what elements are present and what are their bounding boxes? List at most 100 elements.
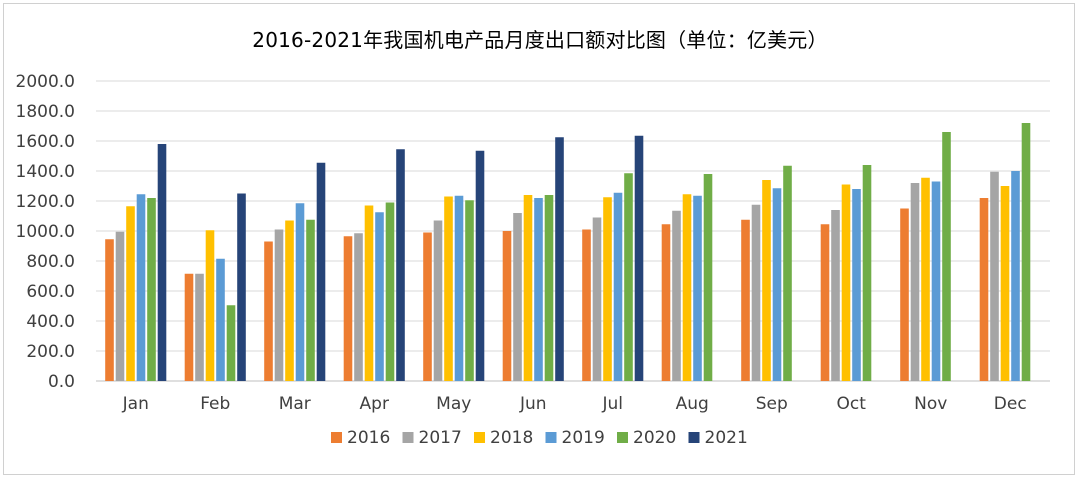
- x-axis-categories: Jan Feb Mar Apr May Jun Jul Aug Sep Oct Nov Dec: [122, 394, 1027, 414]
- y-tick-label: 0.0: [48, 372, 75, 392]
- bars: [105, 123, 1031, 381]
- x-category-label: Oct: [837, 394, 867, 414]
- x-category-label: Jan: [122, 394, 149, 414]
- bar-2020-Jun: [544, 195, 554, 381]
- legend-label-2021: 2021: [705, 428, 748, 448]
- y-tick-label: 400.0: [26, 312, 75, 332]
- bar-2016-Nov: [900, 208, 909, 381]
- bar-2017-Mar: [274, 229, 284, 381]
- bar-2018-Dec: [1000, 186, 1010, 381]
- x-category-label: Dec: [994, 394, 1027, 414]
- x-category-label: Mar: [279, 394, 311, 414]
- bar-2020-Sep: [783, 165, 792, 381]
- bar-2018-Oct: [841, 184, 851, 381]
- bar-2018-Sep: [762, 180, 771, 381]
- y-tick-label: 1000.0: [16, 222, 75, 242]
- legend-label-2020: 2020: [633, 428, 676, 448]
- legend-swatch-2019: [545, 432, 557, 443]
- bar-2016-Jun: [502, 231, 512, 381]
- bar-2016-Oct: [820, 224, 830, 381]
- bar-2017-Jun: [513, 213, 522, 381]
- bar-2017-Jul: [592, 217, 602, 381]
- y-tick-label: 1400.0: [16, 162, 75, 182]
- bar-2017-Dec: [990, 171, 999, 381]
- bar-2019-Dec: [1011, 171, 1020, 381]
- bar-2021-Jul: [634, 135, 644, 381]
- y-tick-label: 2000.0: [16, 72, 75, 92]
- y-tick-label: 800.0: [26, 252, 75, 272]
- x-category-label: Nov: [914, 394, 947, 414]
- bar-2020-Jul: [624, 173, 633, 381]
- bar-2017-Jan: [115, 231, 125, 381]
- bar-2019-May: [454, 195, 464, 381]
- legend-label-2017: 2017: [419, 428, 462, 448]
- bar-2021-May: [475, 150, 485, 381]
- x-category-label: Feb: [200, 394, 230, 414]
- legend-swatch-2018: [474, 432, 485, 443]
- bar-2019-Feb: [216, 258, 225, 381]
- bar-2017-Apr: [354, 233, 363, 381]
- bar-2019-Sep: [772, 188, 782, 381]
- bar-2019-Jul: [613, 192, 623, 381]
- bar-2019-Jun: [534, 198, 543, 381]
- bar-2017-May: [433, 220, 443, 381]
- bar-2018-Jul: [603, 197, 612, 381]
- bar-2017-Feb: [195, 273, 204, 381]
- x-category-label: Jun: [519, 394, 547, 414]
- bar-2017-Sep: [751, 204, 761, 381]
- x-category-label: Jul: [601, 394, 623, 414]
- x-category-label: Aug: [676, 394, 709, 414]
- x-category-label: Sep: [756, 394, 788, 414]
- y-tick-label: 1200.0: [16, 192, 75, 212]
- bar-2019-Oct: [852, 189, 861, 381]
- bar-2020-Feb: [226, 305, 236, 381]
- bar-2016-Aug: [661, 224, 671, 381]
- bar-2017-Aug: [672, 210, 681, 381]
- bar-2021-Mar: [316, 162, 326, 381]
- bar-2018-Jun: [523, 195, 533, 381]
- bar-2016-Apr: [343, 236, 353, 381]
- bar-2019-Jan: [136, 194, 146, 381]
- y-tick-label: 1800.0: [16, 102, 75, 122]
- legend-swatch-2017: [402, 432, 414, 443]
- bar-2021-Apr: [396, 149, 405, 381]
- bar-2019-Aug: [693, 195, 702, 381]
- bar-2019-Apr: [375, 212, 384, 381]
- bar-2018-Nov: [921, 177, 930, 381]
- bar-2016-May: [423, 232, 432, 381]
- legend-swatch-2016: [331, 432, 342, 443]
- bar-2018-May: [444, 196, 453, 381]
- bar-2017-Oct: [831, 210, 840, 381]
- legend-swatch-2020: [617, 432, 628, 443]
- bar-2016-Dec: [979, 198, 989, 381]
- bar-2019-Mar: [295, 203, 305, 381]
- bar-2017-Nov: [910, 183, 920, 381]
- y-tick-label: 600.0: [26, 282, 75, 302]
- y-axis-ticks: 0.0 200.0 400.0 600.0 800.0 1000.0 1200.0 1400.…: [16, 72, 75, 392]
- bar-2016-Feb: [184, 273, 194, 381]
- bar-2016-Sep: [741, 219, 750, 381]
- bar-2016-Mar: [264, 241, 273, 381]
- legend-label-2016: 2016: [347, 428, 390, 448]
- bar-2021-Feb: [237, 193, 246, 381]
- bar-2018-Apr: [364, 205, 374, 381]
- bar-2020-Oct: [862, 165, 872, 381]
- y-tick-label: 1600.0: [16, 132, 75, 152]
- bar-2018-Feb: [205, 230, 215, 381]
- y-tick-label: 200.0: [26, 342, 75, 362]
- chart-title: 2016-2021年我国机电产品月度出口额对比图（单位：亿美元）: [252, 28, 828, 52]
- legend-label-2018: 2018: [490, 428, 533, 448]
- x-category-label: Apr: [360, 394, 389, 414]
- bar-2020-Mar: [306, 219, 315, 381]
- legend-swatch-2021: [688, 432, 700, 443]
- bar-2016-Jul: [582, 229, 591, 381]
- x-category-label: May: [436, 394, 471, 414]
- legend: 2016 2017 2018 2019 2020 2021: [331, 428, 748, 448]
- bar-2018-Mar: [285, 220, 294, 381]
- bar-2020-Aug: [703, 174, 713, 381]
- bar-2021-Jan: [157, 144, 167, 381]
- bar-2020-Jan: [147, 198, 156, 381]
- bar-2019-Nov: [931, 181, 941, 381]
- bar-2020-Nov: [942, 132, 951, 381]
